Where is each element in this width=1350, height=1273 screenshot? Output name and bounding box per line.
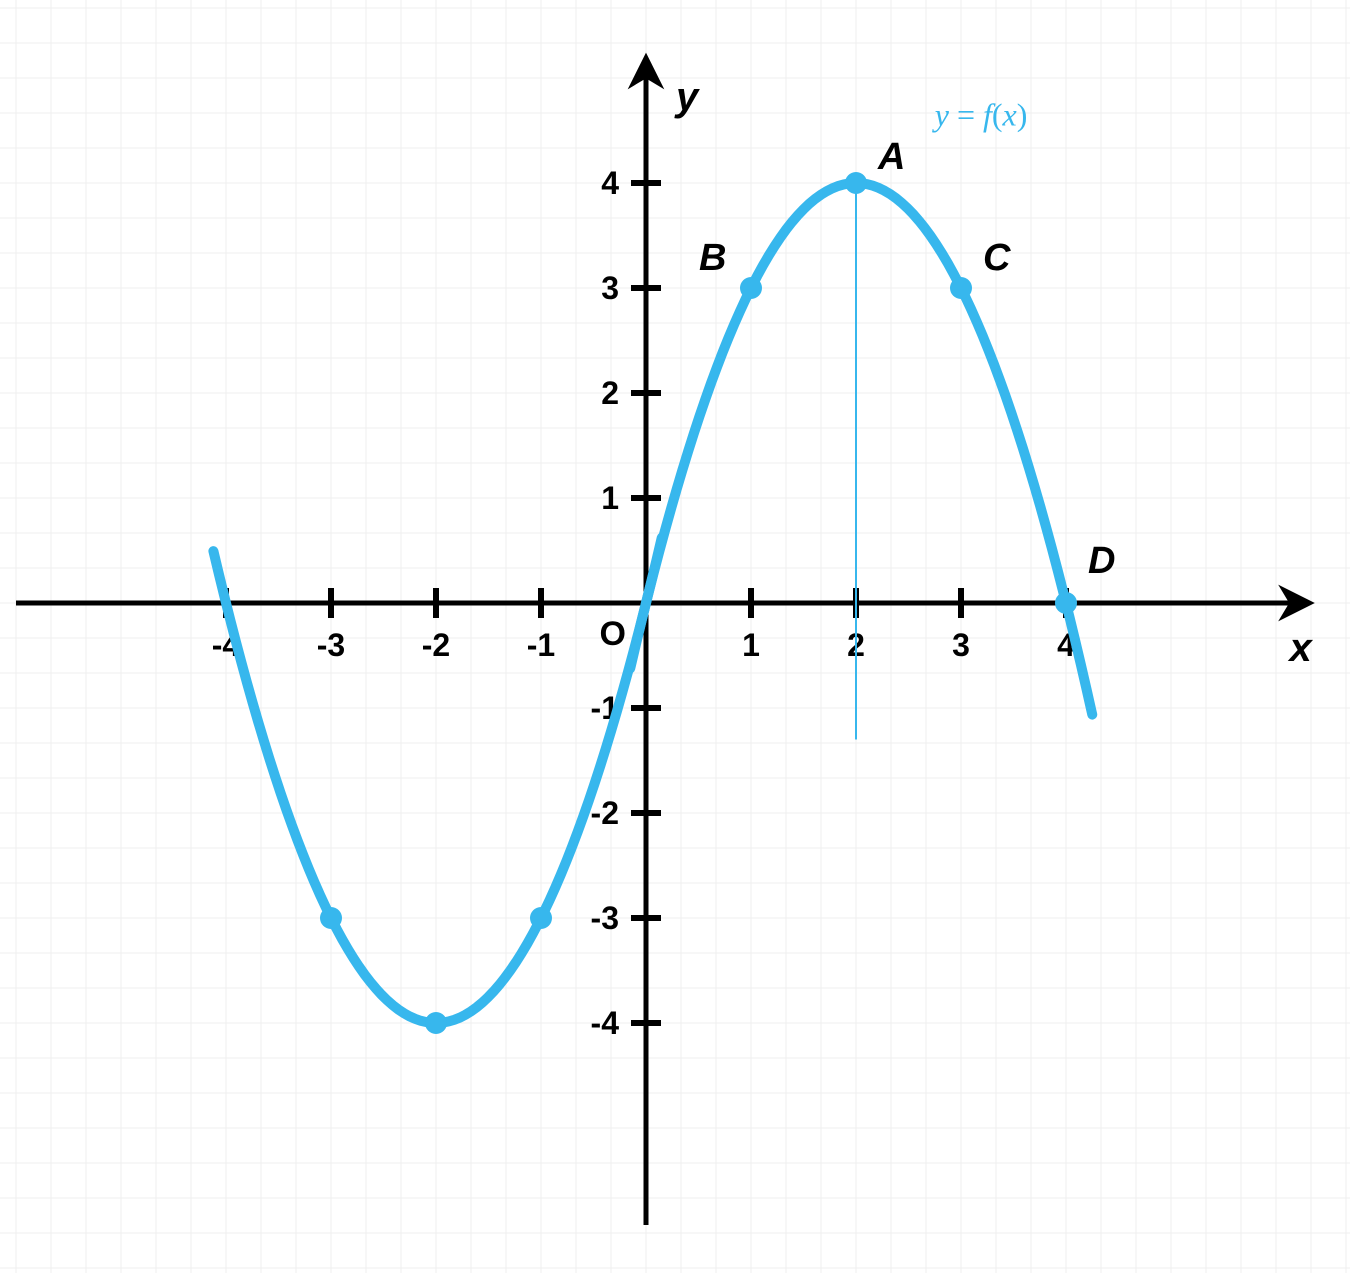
origin-label: O <box>600 615 626 653</box>
point-C <box>950 277 972 299</box>
point-A <box>845 172 867 194</box>
point-B <box>740 277 762 299</box>
y-tick-label: -4 <box>591 1005 620 1041</box>
x-tick-label: -3 <box>317 627 345 663</box>
point-label-A: A <box>877 136 905 178</box>
point-P1 <box>530 907 552 929</box>
y-tick-label: -2 <box>591 795 619 831</box>
point-label-D: D <box>1088 540 1115 582</box>
point-D <box>1055 592 1077 614</box>
plot-background <box>0 0 1350 1273</box>
x-tick-label: 1 <box>742 627 760 663</box>
point-P3 <box>320 907 342 929</box>
y-tick-label: 4 <box>601 165 619 201</box>
y-tick-label: 1 <box>601 480 619 516</box>
x-tick-label: -2 <box>422 627 450 663</box>
y-tick-label: 3 <box>601 270 619 306</box>
point-label-B: B <box>699 237 726 279</box>
x-axis-label: x <box>1288 626 1314 670</box>
x-tick-label: 3 <box>952 627 970 663</box>
point-P2 <box>425 1012 447 1034</box>
function-label: y = f(x) <box>932 96 1028 132</box>
function-plot: -4-3-2-11234-4-3-2-11234OyxABCDy = f(x) <box>0 0 1350 1273</box>
point-label-C: C <box>983 237 1011 279</box>
x-tick-label: -1 <box>527 627 555 663</box>
y-tick-label: -3 <box>591 900 619 936</box>
y-tick-label: 2 <box>601 375 619 411</box>
y-axis-label: y <box>674 75 700 119</box>
